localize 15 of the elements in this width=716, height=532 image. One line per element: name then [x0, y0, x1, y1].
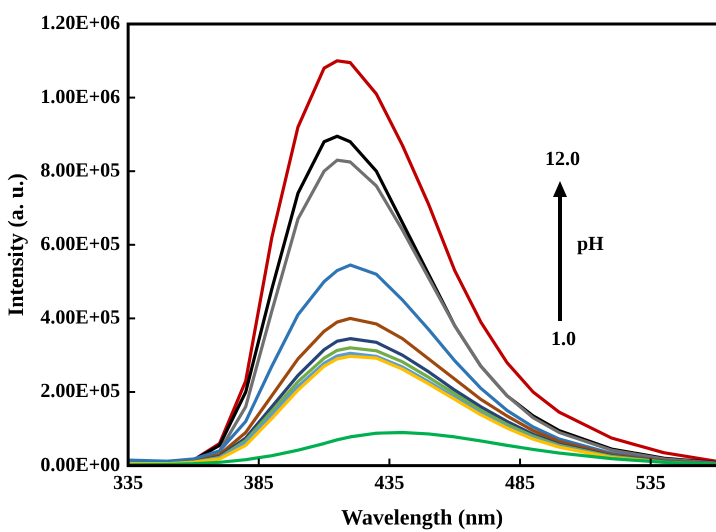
y-axis-title: Intensity (a. u.) — [2, 173, 28, 316]
x-tick-label: 485 — [505, 472, 536, 494]
x-tick-label: 435 — [374, 472, 404, 494]
annotation: 1.0 — [551, 328, 576, 351]
x-tick-label: 535 — [636, 472, 666, 494]
x-axis-title: Wavelength (nm) — [341, 504, 504, 530]
y-tick-label: 8.00E+05 — [40, 159, 120, 182]
y-tick-label: 6.00E+05 — [40, 232, 120, 255]
y-tick-label: 4.00E+05 — [40, 306, 120, 329]
annotation: pH — [577, 233, 604, 256]
x-tick-label: 385 — [244, 472, 274, 494]
y-tick-label: 2.00E+05 — [40, 380, 120, 402]
y-tick-label: 1.00E+06 — [40, 86, 120, 108]
annotation: 12.0 — [545, 148, 580, 171]
y-tick-label: 1.20E+06 — [40, 12, 120, 34]
